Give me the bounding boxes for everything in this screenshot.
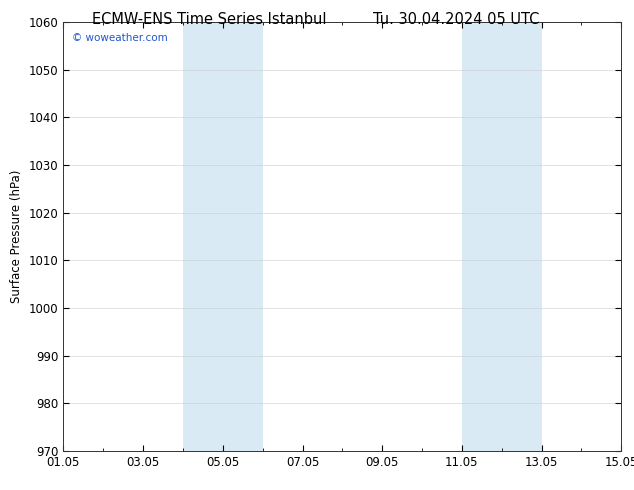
Bar bbox=[462, 22, 501, 451]
Bar bbox=[183, 22, 223, 451]
Text: © woweather.com: © woweather.com bbox=[72, 33, 167, 43]
Bar bbox=[223, 22, 262, 451]
Bar bbox=[501, 22, 541, 451]
Text: ECMW-ENS Time Series Istanbul: ECMW-ENS Time Series Istanbul bbox=[92, 12, 327, 27]
Text: Tu. 30.04.2024 05 UTC: Tu. 30.04.2024 05 UTC bbox=[373, 12, 540, 27]
Y-axis label: Surface Pressure (hPa): Surface Pressure (hPa) bbox=[10, 170, 23, 303]
